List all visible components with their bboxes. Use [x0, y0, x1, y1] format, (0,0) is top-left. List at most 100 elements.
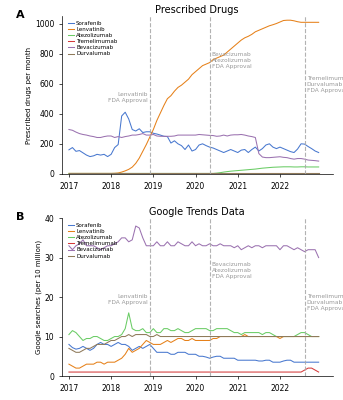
Lenvatinib: [229, 334, 233, 339]
Legend: Sorafenib, Lenvatinib, Atezolizumab, Tremelimumab, Bevacizumab, Durvalumab: Sorafenib, Lenvatinib, Atezolizumab, Tre…: [67, 222, 118, 259]
Atezolizumab: [127, 171, 131, 176]
Line: Bevacizumab: Bevacizumab: [69, 226, 319, 258]
Line: Lenvatinib: Lenvatinib: [69, 334, 319, 368]
Tremelimumab: [317, 171, 321, 176]
Sorafenib: [123, 110, 127, 115]
Durvalumab: [208, 170, 212, 175]
Lenvatinib: [106, 360, 110, 364]
Atezolizumab: [317, 334, 321, 339]
Durvalumab: [67, 170, 71, 175]
Durvalumab: [106, 340, 110, 345]
Lenvatinib: [155, 342, 159, 347]
Line: Sorafenib: Sorafenib: [69, 112, 319, 156]
Lenvatinib: [225, 50, 229, 54]
Atezolizumab: [67, 332, 71, 337]
Tremelimumab: [127, 370, 131, 374]
Tremelimumab: [67, 171, 71, 176]
Sorafenib: [158, 133, 163, 138]
Atezolizumab: [281, 164, 285, 169]
Bevacizumab: [67, 243, 71, 248]
Lenvatinib: [74, 366, 78, 370]
Bevacizumab: [127, 240, 131, 244]
Atezolizumab: [303, 330, 307, 335]
Bevacizumab: [102, 245, 106, 250]
Durvalumab: [317, 334, 321, 339]
Bevacizumab: [225, 134, 229, 138]
Atezolizumab: [81, 338, 85, 343]
Text: Bevacizumab
Atezolizumab
FDA Approval: Bevacizumab Atezolizumab FDA Approval: [212, 262, 251, 279]
Text: A: A: [16, 10, 24, 20]
Sorafenib: [106, 154, 110, 159]
Bevacizumab: [239, 247, 243, 252]
Tremelimumab: [102, 171, 106, 176]
Bevacizumab: [208, 133, 212, 138]
Sorafenib: [88, 154, 92, 159]
Durvalumab: [243, 334, 247, 339]
Bevacizumab: [151, 132, 155, 137]
Atezolizumab: [67, 171, 71, 176]
Tremelimumab: [317, 370, 321, 374]
Text: Lenvatinib
FDA Approval: Lenvatinib FDA Approval: [108, 294, 148, 305]
Sorafenib: [317, 360, 321, 364]
Lenvatinib: [67, 171, 71, 176]
Sorafenib: [317, 150, 321, 155]
Bevacizumab: [229, 243, 233, 248]
Lenvatinib: [285, 18, 289, 23]
Tremelimumab: [236, 370, 240, 374]
Tremelimumab: [127, 171, 131, 176]
Sorafenib: [106, 342, 110, 347]
Legend: Sorafenib, Lenvatinib, Atezolizumab, Tremelimumab, Bevacizumab, Durvalumab: Sorafenib, Lenvatinib, Atezolizumab, Tre…: [67, 20, 118, 57]
Sorafenib: [303, 142, 307, 146]
Atezolizumab: [151, 171, 155, 176]
Atezolizumab: [243, 330, 247, 335]
Title: Google Trends Data: Google Trends Data: [150, 207, 245, 217]
Line: Tremelimumab: Tremelimumab: [69, 368, 319, 372]
Line: Lenvatinib: Lenvatinib: [69, 20, 319, 174]
Text: B: B: [16, 212, 24, 222]
Durvalumab: [232, 334, 236, 339]
Lenvatinib: [211, 336, 215, 341]
Durvalumab: [303, 334, 307, 339]
Tremelimumab: [151, 370, 155, 374]
Bevacizumab: [236, 132, 240, 137]
Sorafenib: [67, 342, 71, 347]
Durvalumab: [102, 170, 106, 175]
Line: Atezolizumab: Atezolizumab: [69, 167, 319, 174]
Atezolizumab: [232, 330, 236, 335]
Text: Tremelimumab
Durvalumab
FDA Approval: Tremelimumab Durvalumab FDA Approval: [307, 294, 343, 310]
Tremelimumab: [208, 171, 212, 176]
Sorafenib: [229, 356, 233, 361]
Text: Tremelimumab
Durvalumab
FDA Approval: Tremelimumab Durvalumab FDA Approval: [307, 76, 343, 92]
Sorafenib: [303, 360, 307, 364]
Line: Bevacizumab: Bevacizumab: [69, 130, 319, 161]
Durvalumab: [151, 170, 155, 175]
Sorafenib: [243, 147, 247, 152]
Durvalumab: [158, 334, 163, 339]
Atezolizumab: [225, 169, 229, 174]
Line: Durvalumab: Durvalumab: [69, 334, 319, 352]
Line: Atezolizumab: Atezolizumab: [69, 313, 319, 340]
Atezolizumab: [208, 171, 212, 176]
Durvalumab: [127, 170, 131, 175]
Lenvatinib: [239, 334, 243, 339]
Sorafenib: [211, 355, 215, 360]
Sorafenib: [232, 149, 236, 154]
Durvalumab: [215, 334, 219, 339]
Text: Bevacizumab
Atezolizumab
FDA Approval: Bevacizumab Atezolizumab FDA Approval: [212, 52, 251, 69]
Bevacizumab: [317, 255, 321, 260]
Lenvatinib: [208, 60, 212, 65]
Durvalumab: [225, 170, 229, 175]
Durvalumab: [127, 332, 131, 337]
Sorafenib: [67, 148, 71, 152]
Tremelimumab: [225, 370, 229, 374]
Atezolizumab: [158, 330, 163, 335]
Y-axis label: Google searches (per 10 million): Google searches (per 10 million): [35, 240, 42, 354]
Durvalumab: [67, 346, 71, 351]
Tremelimumab: [151, 171, 155, 176]
Tremelimumab: [306, 366, 310, 370]
Tremelimumab: [67, 370, 71, 374]
Tremelimumab: [236, 171, 240, 176]
Lenvatinib: [102, 171, 106, 176]
Bevacizumab: [211, 243, 215, 248]
Sorafenib: [155, 350, 159, 355]
